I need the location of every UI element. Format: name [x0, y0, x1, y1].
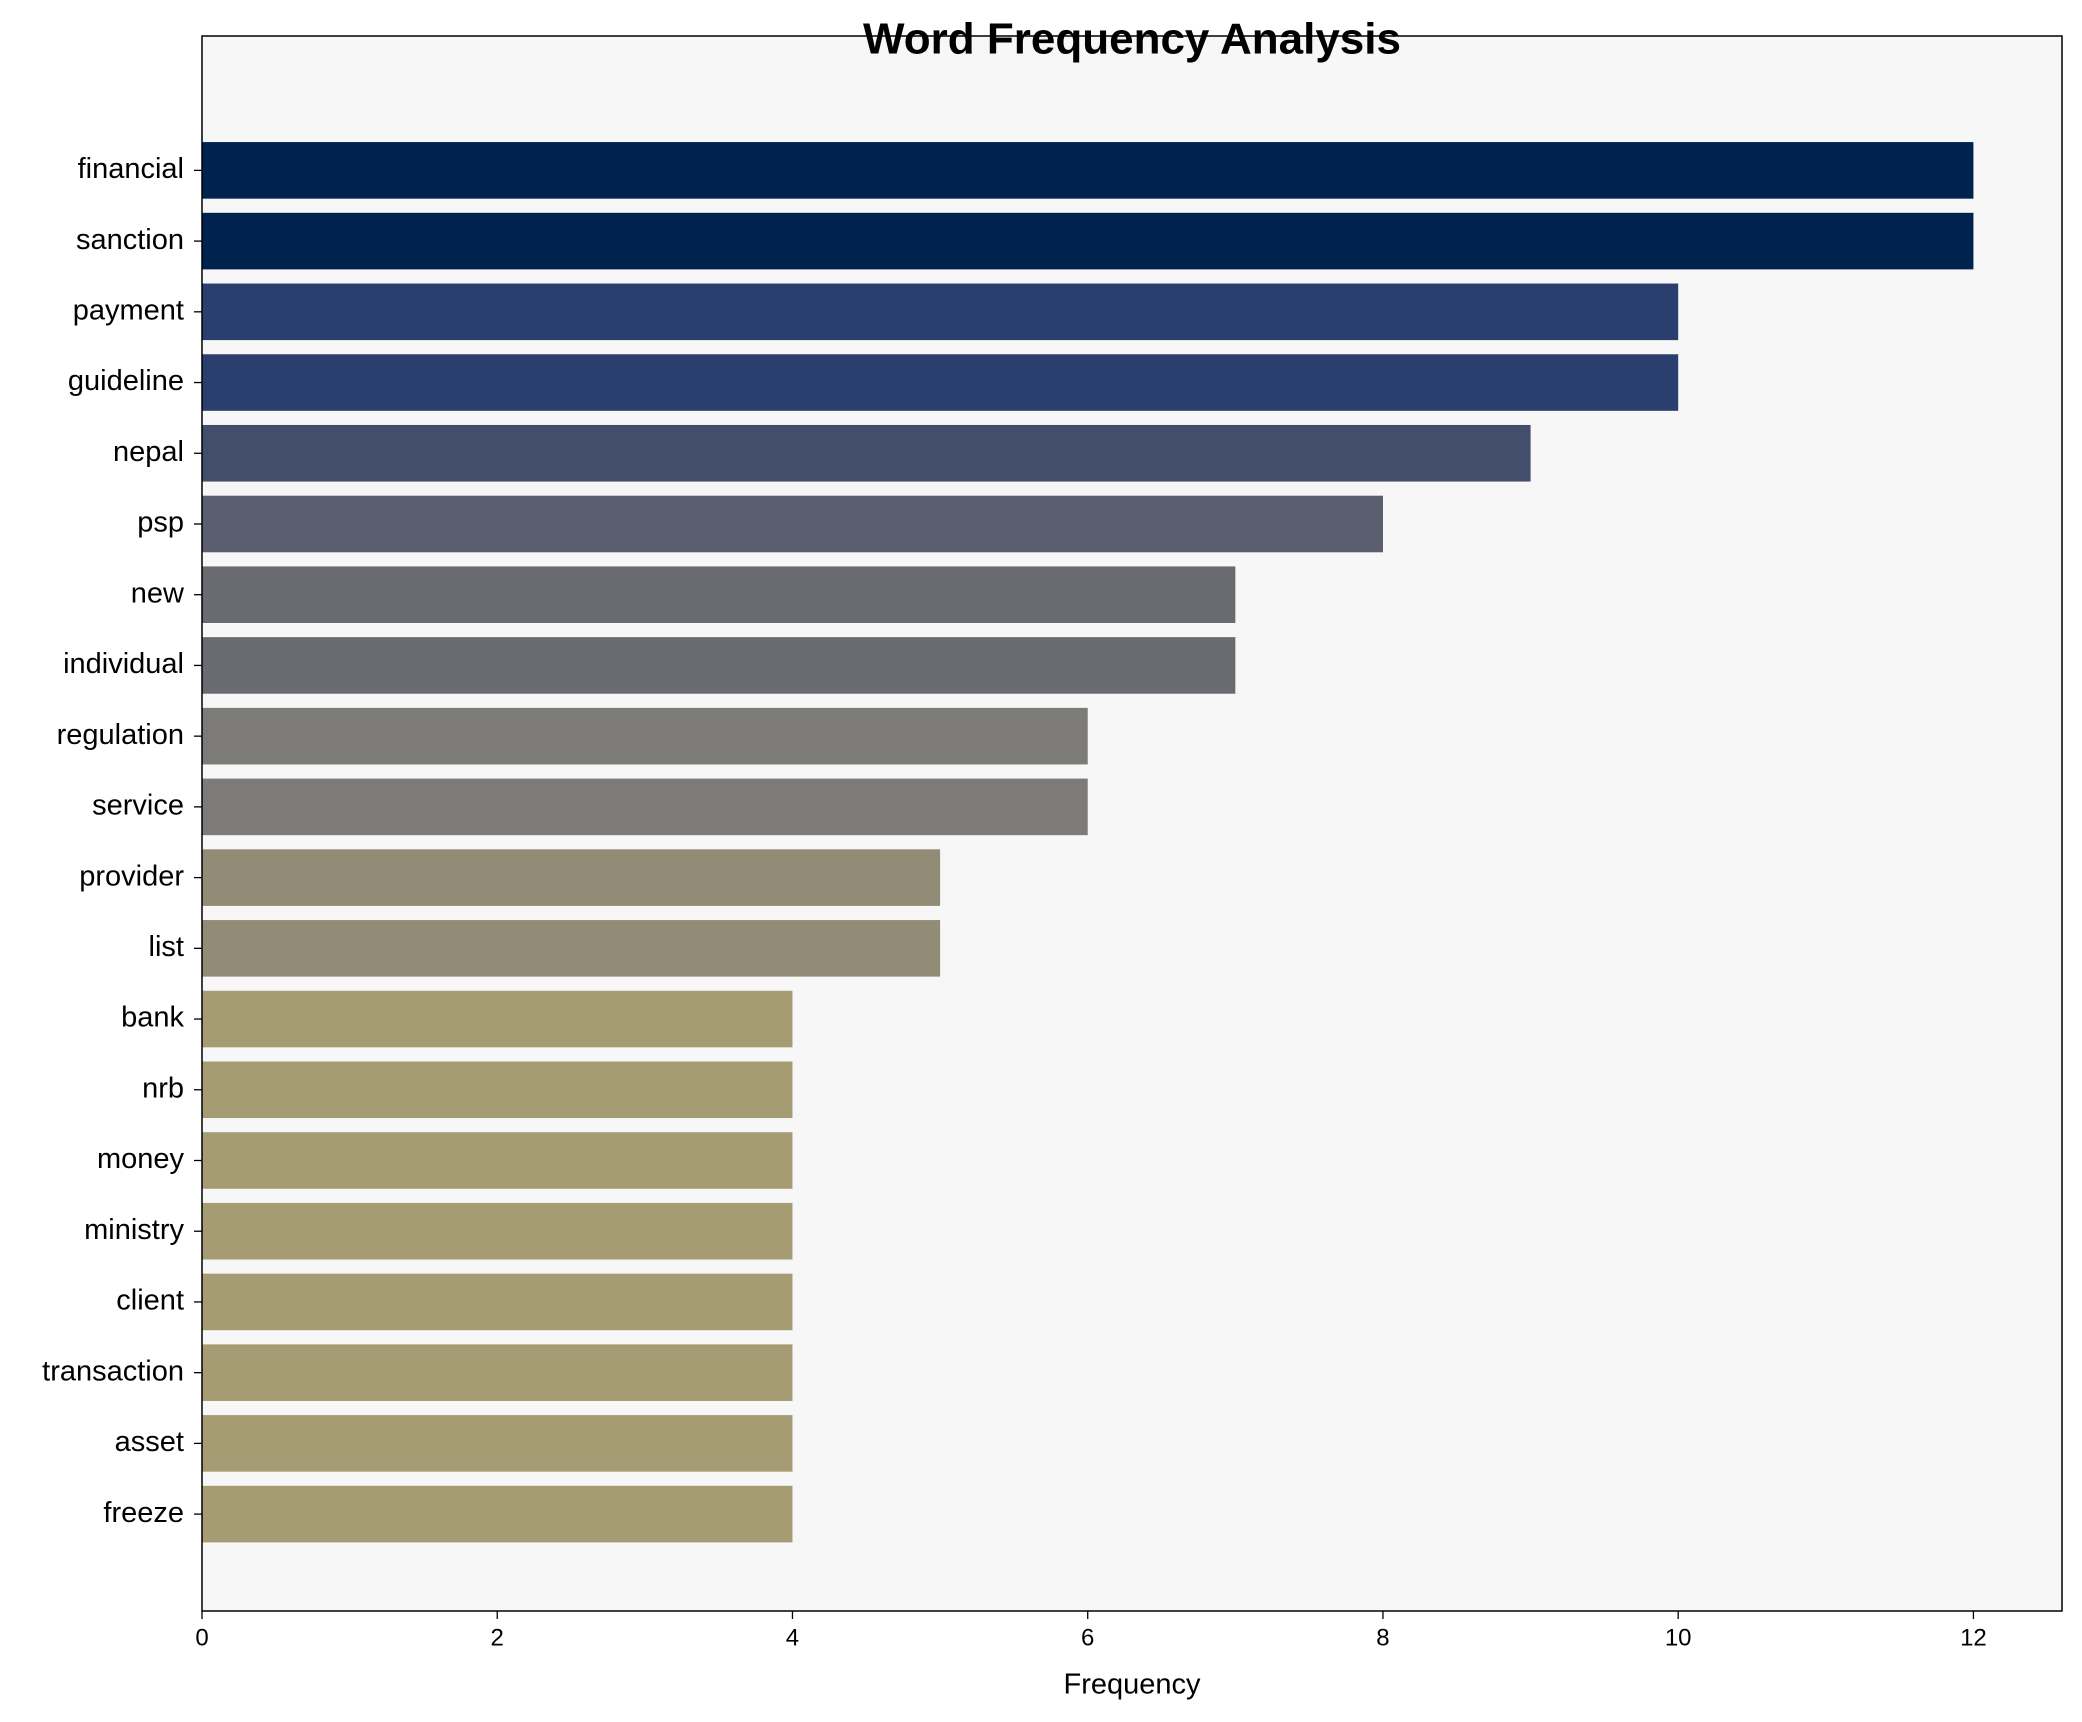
y-tick-label: service — [92, 790, 184, 822]
bar — [202, 920, 941, 977]
y-tick-label: guideline — [68, 365, 184, 397]
bar — [202, 849, 941, 906]
y-tick-label: client — [116, 1285, 184, 1317]
y-tick-label: provider — [79, 860, 184, 892]
y-tick-label: transaction — [42, 1355, 184, 1387]
y-tick-label: asset — [115, 1426, 184, 1458]
y-tick-label: bank — [121, 1002, 184, 1034]
y-tick-label: new — [131, 577, 185, 609]
bar — [202, 283, 1679, 341]
y-tick-label: financial — [78, 153, 184, 185]
bar — [202, 424, 1531, 482]
y-tick-label: list — [149, 931, 184, 963]
x-tick-label: 6 — [1081, 1624, 1094, 1651]
bar — [202, 778, 1088, 836]
bar — [202, 707, 1088, 765]
bar — [202, 1202, 793, 1260]
y-tick-label: regulation — [57, 719, 184, 751]
x-tick-label: 12 — [1960, 1624, 1987, 1651]
plot-frame — [201, 35, 2063, 1612]
x-tick-label: 4 — [786, 1624, 799, 1651]
y-tick-label: money — [97, 1143, 185, 1175]
bar — [202, 990, 793, 1048]
bar — [202, 637, 1236, 694]
y-tick-label: psp — [137, 507, 184, 539]
bar — [202, 1415, 793, 1472]
y-tick-label: nepal — [113, 436, 184, 468]
x-axis-label: Frequency — [1063, 1669, 1201, 1701]
bar — [202, 1485, 793, 1543]
y-tick-label: ministry — [84, 1214, 184, 1246]
bar — [202, 212, 1974, 270]
y-tick-label: payment — [73, 294, 184, 326]
bar — [202, 495, 1383, 553]
chart-title: Word Frequency Analysis — [863, 15, 1401, 64]
bar — [202, 1132, 793, 1189]
bar — [202, 1344, 793, 1401]
y-tick-label: sanction — [76, 224, 184, 256]
x-tick-label: 10 — [1665, 1624, 1692, 1651]
y-tick-label: nrb — [142, 1072, 184, 1104]
x-tick-label: 2 — [491, 1624, 504, 1651]
y-tick-label: freeze — [103, 1497, 184, 1529]
x-tick-label: 8 — [1376, 1624, 1389, 1651]
x-tick-label: 0 — [195, 1624, 208, 1651]
bar — [202, 1061, 793, 1119]
bar — [202, 566, 1236, 624]
bar — [202, 1273, 793, 1331]
bar — [202, 142, 1974, 199]
y-tick-label: individual — [63, 648, 184, 680]
bar — [202, 354, 1679, 411]
